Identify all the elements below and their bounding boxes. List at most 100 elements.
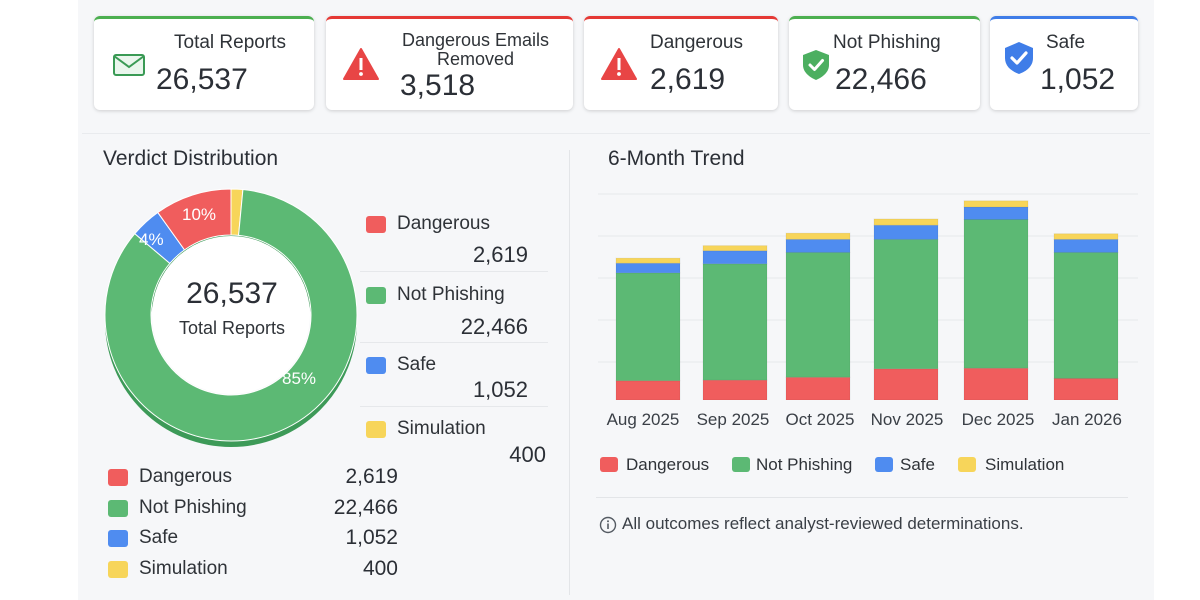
list-label-simulation: Simulation xyxy=(139,558,228,579)
bar-segment-not-phishing[interactable] xyxy=(785,251,851,378)
donut-pct-not-phishing: 85% xyxy=(282,369,317,388)
bar-segment-simulation[interactable] xyxy=(873,218,939,226)
legend-value-dangerous: 2,619 xyxy=(472,242,528,267)
list-value-dangerous: 2,619 xyxy=(345,465,398,488)
legend-label-simulation: Simulation xyxy=(397,418,486,439)
bar-segment-simulation[interactable] xyxy=(963,200,1029,208)
donut-center-label: Total Reports xyxy=(178,318,286,338)
trend-legend-simulation: Simulation xyxy=(985,455,1065,474)
bar-segment-dangerous[interactable] xyxy=(785,376,851,400)
kpi-card-safe[interactable]: Safe 1,052 xyxy=(990,16,1138,110)
x-tick-label: Jan 2026 xyxy=(1052,410,1122,429)
donut-hole xyxy=(152,236,310,394)
list-value-not-phishing: 22,466 xyxy=(333,496,398,519)
envelope-icon xyxy=(113,54,145,76)
bar-segment-not-phishing[interactable] xyxy=(1053,251,1119,379)
trend-bar-chart xyxy=(598,193,1138,400)
trend-legend-swatch-safe xyxy=(875,457,893,472)
legend-label-safe: Safe xyxy=(397,354,437,375)
list-label-dangerous: Dangerous xyxy=(139,466,232,487)
column-divider xyxy=(569,150,570,595)
trend-legend-swatch-simulation xyxy=(958,457,976,472)
list-swatch-simulation xyxy=(108,561,128,578)
donut-slice-dangerous[interactable] xyxy=(157,188,232,251)
bar-segment-not-phishing[interactable] xyxy=(873,238,939,370)
bar-segment-safe[interactable] xyxy=(702,250,768,265)
kpi-value: 2,619 xyxy=(650,63,726,96)
list-swatch-dangerous xyxy=(108,469,128,486)
list-swatch-not-phishing xyxy=(108,500,128,517)
bar-segment-safe[interactable] xyxy=(785,238,851,253)
bar-segment-not-phishing[interactable] xyxy=(615,272,681,382)
x-tick-label: Oct 2025 xyxy=(785,410,855,429)
section-divider xyxy=(82,133,1150,134)
kpi-value: 26,537 xyxy=(156,63,248,96)
legend-value-simulation: 400 xyxy=(509,442,546,467)
legend-separator xyxy=(360,271,548,272)
kpi-label: Not Phishing xyxy=(833,32,941,53)
x-tick-label: Nov 2025 xyxy=(870,410,944,429)
kpi-value: 3,518 xyxy=(400,69,476,102)
kpi-label: Dangerous xyxy=(650,32,743,53)
legend-value-safe: 1,052 xyxy=(472,377,528,402)
legend-separator xyxy=(360,342,548,343)
bar-segment-not-phishing[interactable] xyxy=(963,219,1029,369)
warning-icon xyxy=(601,48,637,80)
analyst-note: All outcomes reflect analyst-reviewed de… xyxy=(622,514,1024,533)
kpi-label: Total Reports xyxy=(174,32,286,53)
donut-center-value: 26,537 xyxy=(186,277,278,310)
note-separator xyxy=(596,497,1128,498)
x-tick-label: Aug 2025 xyxy=(606,410,680,429)
legend-swatch-dangerous xyxy=(366,216,386,233)
trend-title: 6-Month Trend xyxy=(608,147,745,170)
shield-check-icon xyxy=(1005,42,1033,74)
bar-segment-dangerous[interactable] xyxy=(702,379,768,400)
bar-segment-safe[interactable] xyxy=(1053,238,1119,253)
legend-label-not-phishing: Not Phishing xyxy=(397,284,505,305)
kpi-card-not-phishing[interactable]: Not Phishing 22,466 xyxy=(789,16,980,110)
bar-segment-simulation[interactable] xyxy=(615,257,681,264)
bar-segment-dangerous[interactable] xyxy=(1053,377,1119,400)
list-label-safe: Safe xyxy=(139,527,179,548)
bar-segment-simulation[interactable] xyxy=(785,232,851,240)
kpi-label: Safe xyxy=(1046,32,1086,53)
bar-segment-not-phishing[interactable] xyxy=(702,263,768,381)
list-value-safe: 1,052 xyxy=(345,526,398,549)
bar-segment-simulation[interactable] xyxy=(1053,233,1119,240)
legend-swatch-simulation xyxy=(366,421,386,438)
kpi-card-dangerous-removed[interactable]: Dangerous Emails Removed 3,518 xyxy=(326,16,573,110)
trend-legend-swatch-not-phishing xyxy=(732,457,750,472)
info-icon xyxy=(599,516,617,534)
x-tick-label: Sep 2025 xyxy=(696,410,770,429)
kpi-card-dangerous[interactable]: Dangerous 2,619 xyxy=(584,16,778,110)
trend-legend-safe: Safe xyxy=(900,455,935,474)
trend-legend-swatch-dangerous xyxy=(600,457,618,472)
shield-check-icon xyxy=(803,50,829,80)
legend-value-not-phishing: 22,466 xyxy=(460,314,528,339)
list-value-simulation: 400 xyxy=(362,557,398,580)
bar-segment-safe[interactable] xyxy=(963,206,1029,221)
x-tick-label: Dec 2025 xyxy=(961,410,1035,429)
bar-segment-dangerous[interactable] xyxy=(873,368,939,400)
verdict-distribution-title: Verdict Distribution xyxy=(103,147,279,170)
bar-segment-simulation[interactable] xyxy=(702,245,768,252)
bar-segment-safe[interactable] xyxy=(873,224,939,240)
kpi-value: 22,466 xyxy=(835,63,927,96)
verdict-donut-chart xyxy=(104,188,358,447)
kpi-card-total-reports[interactable]: Total Reports 26,537 xyxy=(94,16,314,110)
list-swatch-safe xyxy=(108,530,128,547)
list-label-not-phishing: Not Phishing xyxy=(139,497,247,518)
bar-segment-safe[interactable] xyxy=(615,262,681,274)
legend-label-dangerous: Dangerous xyxy=(397,213,490,234)
kpi-value: 1,052 xyxy=(1040,63,1116,96)
bar-segment-dangerous[interactable] xyxy=(615,380,681,400)
bar-segment-dangerous[interactable] xyxy=(963,367,1029,400)
legend-swatch-not-phishing xyxy=(366,287,386,304)
donut-slice-not-phishing[interactable] xyxy=(104,189,358,442)
donut-pct-dangerous: 10% xyxy=(182,205,217,224)
trend-legend-dangerous: Dangerous xyxy=(626,455,710,474)
trend-legend-not-phishing: Not Phishing xyxy=(756,455,853,474)
kpi-label: Dangerous Emails Removed xyxy=(401,30,550,69)
legend-swatch-safe xyxy=(366,357,386,374)
warning-icon xyxy=(343,48,379,80)
